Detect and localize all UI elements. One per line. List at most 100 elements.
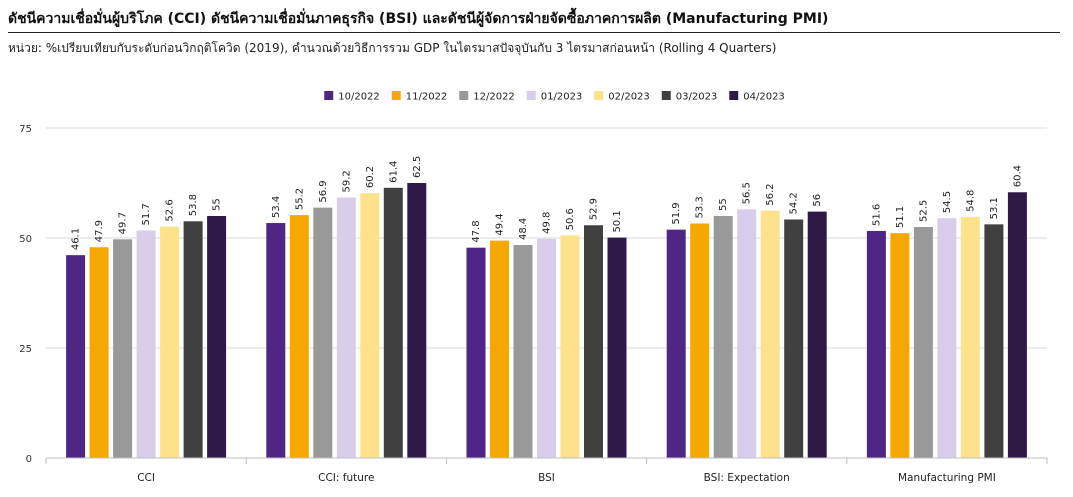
bar bbox=[136, 230, 156, 458]
bar bbox=[666, 229, 686, 458]
bar bbox=[690, 223, 710, 458]
data-label: 56.5 bbox=[742, 182, 753, 204]
bar bbox=[336, 197, 356, 458]
bar bbox=[490, 240, 509, 458]
bar bbox=[89, 247, 109, 458]
bar bbox=[807, 211, 827, 458]
data-label: 54.5 bbox=[942, 191, 953, 213]
x-tick-label: BSI: Expectation bbox=[704, 472, 790, 484]
data-label: 62.5 bbox=[412, 156, 423, 178]
data-label: 47.8 bbox=[471, 220, 482, 242]
data-label: 60.4 bbox=[1012, 165, 1023, 187]
y-tick-label: 0 bbox=[26, 454, 32, 465]
legend-label: 10/2022 bbox=[338, 92, 380, 103]
legend-label: 04/2023 bbox=[743, 92, 785, 103]
data-label: 53.4 bbox=[271, 196, 282, 218]
legend-swatch bbox=[594, 91, 604, 100]
data-label: 51.9 bbox=[671, 202, 682, 224]
bar bbox=[913, 227, 933, 458]
legend-label: 02/2023 bbox=[608, 92, 650, 103]
data-label: 47.9 bbox=[94, 220, 105, 242]
x-tick-label: Manufacturing PMI bbox=[898, 472, 996, 484]
chart-subtitle: หน่วย: %เปรียบเทียบกับระดับก่อนวิกฤติโคว… bbox=[8, 41, 777, 55]
legend-label: 03/2023 bbox=[676, 92, 718, 103]
bar bbox=[160, 226, 180, 458]
bar bbox=[584, 225, 603, 458]
bar bbox=[760, 210, 780, 458]
y-tick-label: 50 bbox=[19, 234, 32, 245]
x-tick-label: CCI: future bbox=[318, 472, 374, 484]
bar bbox=[784, 219, 804, 458]
data-label: 52.9 bbox=[589, 198, 600, 220]
legend-swatch bbox=[324, 91, 334, 100]
data-label: 48.4 bbox=[518, 218, 529, 240]
bar bbox=[560, 235, 580, 458]
data-label: 51.6 bbox=[871, 204, 882, 226]
bar bbox=[537, 238, 556, 458]
data-label: 60.2 bbox=[365, 166, 376, 188]
data-label: 55 bbox=[718, 198, 729, 211]
data-label: 61.4 bbox=[388, 161, 399, 183]
bar bbox=[113, 239, 133, 458]
legend-label: 12/2022 bbox=[473, 92, 515, 103]
bar bbox=[984, 224, 1004, 458]
bar bbox=[513, 245, 533, 458]
chart-title: ดัชนีความเชื่อมั่นผู้บริโภค (CCI) ดัชนีค… bbox=[8, 11, 829, 27]
legend-label: 01/2023 bbox=[541, 92, 583, 103]
bar bbox=[1007, 192, 1027, 459]
bar bbox=[466, 247, 486, 458]
data-label: 53.3 bbox=[695, 196, 706, 218]
bar bbox=[713, 216, 733, 458]
data-label: 54.2 bbox=[789, 192, 800, 214]
bar bbox=[289, 215, 309, 458]
legend-swatch bbox=[391, 91, 401, 100]
bar bbox=[183, 221, 203, 458]
data-label: 56 bbox=[812, 194, 823, 207]
data-label: 59.2 bbox=[341, 170, 352, 192]
data-label: 46.1 bbox=[71, 228, 82, 250]
bar bbox=[407, 183, 427, 458]
data-label: 50.1 bbox=[612, 210, 623, 232]
data-label: 55 bbox=[212, 198, 223, 211]
data-labels: 46.1 47.9 49.7 51.7 52.6 53.8 55 53.4 55.2 56.9 59… bbox=[71, 156, 1024, 250]
legend: 10/2022 11/2022 12/2022 01/2023 02/2023 03/20… bbox=[324, 91, 785, 103]
bar bbox=[937, 218, 957, 458]
y-tick-label: 75 bbox=[19, 124, 32, 135]
legend-swatch bbox=[459, 91, 469, 100]
data-label: 49.8 bbox=[542, 212, 553, 234]
bar bbox=[866, 230, 886, 458]
legend-swatch bbox=[729, 91, 739, 100]
bar bbox=[383, 187, 403, 458]
y-tick-label: 25 bbox=[19, 344, 32, 355]
legend-label: 11/2022 bbox=[406, 92, 448, 103]
x-tick-label: CCI bbox=[137, 472, 155, 484]
data-label: 50.6 bbox=[565, 208, 576, 230]
data-label: 49.7 bbox=[118, 212, 129, 234]
title-divider bbox=[8, 32, 1060, 33]
bar bbox=[313, 207, 333, 458]
axes: 0 25 50 75 CCI CCI: future BSI BSI: Expectation… bbox=[19, 124, 1048, 484]
bar bbox=[890, 233, 910, 458]
data-label: 53.8 bbox=[188, 194, 199, 216]
bar bbox=[66, 255, 86, 458]
bar bbox=[960, 216, 980, 458]
bar bbox=[360, 193, 380, 458]
legend-swatch bbox=[661, 91, 671, 100]
x-tick-label: BSI bbox=[538, 472, 555, 484]
data-label: 53.1 bbox=[989, 197, 1000, 219]
bar bbox=[737, 209, 757, 458]
bar bbox=[266, 223, 286, 458]
bar bbox=[607, 237, 627, 458]
data-label: 52.6 bbox=[165, 199, 176, 221]
data-label: 51.1 bbox=[895, 206, 906, 228]
bar bbox=[207, 216, 227, 458]
bars bbox=[66, 183, 1027, 459]
data-label: 51.7 bbox=[141, 203, 152, 225]
legend-swatch bbox=[526, 91, 536, 100]
data-label: 56.2 bbox=[765, 183, 776, 205]
data-label: 56.9 bbox=[318, 180, 329, 202]
data-label: 55.2 bbox=[294, 188, 305, 210]
data-label: 49.4 bbox=[495, 213, 506, 235]
data-label: 52.5 bbox=[918, 200, 929, 222]
